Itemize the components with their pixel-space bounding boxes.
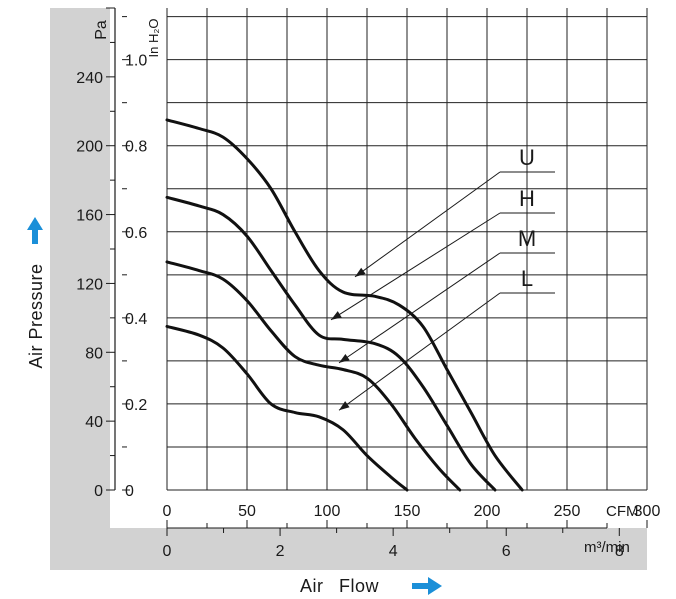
cfm-tick-label: 250 [554, 503, 581, 520]
leader-line [354, 171, 501, 278]
inh2o-unit-label: In H₂O [146, 19, 161, 58]
curve-h [165, 195, 497, 492]
m3-tick-label: 6 [502, 543, 511, 560]
cfm-tick-label: 50 [238, 503, 256, 520]
cfm-tick-label: 0 [163, 503, 172, 520]
curve-label-m: M [518, 226, 536, 251]
curve-label-u: U [519, 145, 535, 170]
pa-tick-label: 0 [94, 483, 103, 500]
m3-tick-label: 0 [163, 543, 172, 560]
plot-area [110, 8, 647, 495]
curve-m [165, 260, 462, 492]
leader-line [330, 212, 501, 321]
cfm-tick-label: 100 [314, 503, 341, 520]
leader-arrowhead [339, 353, 350, 363]
curve-label-l: L [521, 266, 533, 291]
pa-tick-label: 40 [85, 414, 103, 431]
leader-line [338, 292, 501, 411]
m3-tick-label: 4 [389, 543, 398, 560]
pa-unit-label: Pa [93, 20, 110, 40]
pa-tick-label: 120 [76, 276, 103, 293]
m3-unit-label: m³/min [584, 539, 630, 556]
leader-line [338, 252, 501, 364]
inh2o-tick-label: 1.0 [125, 53, 147, 70]
pa-tick-label: 160 [76, 208, 103, 225]
pa-tick-label: 240 [76, 70, 103, 87]
inh2o-tick-label: 0.4 [125, 311, 147, 328]
inh2o-tick-label: 0.2 [125, 397, 147, 414]
cfm-tick-label: 300 [634, 503, 661, 520]
m3-scale-band [110, 528, 647, 570]
x-axis-arrow-icon [412, 577, 442, 595]
curve-label-h: H [519, 186, 535, 211]
y-axis-title: Air Pressure [26, 263, 46, 368]
leader-arrowhead [355, 267, 366, 277]
bottom-area [0, 570, 676, 599]
cfm-tick-label: 200 [474, 503, 501, 520]
pa-tick-label: 200 [76, 139, 103, 156]
x-axis-title: Air Flow [300, 576, 380, 596]
m3-tick-label: 2 [276, 543, 285, 560]
inh2o-tick-label: 0.8 [125, 139, 147, 156]
inh2o-tick-label: 0 [125, 483, 134, 500]
leader-arrowhead [331, 311, 342, 320]
curve-u [165, 118, 524, 492]
m3-tick-label: 8 [615, 543, 624, 560]
inh2o-tick-label: 0.6 [125, 225, 147, 242]
y-axis-arrow-icon [27, 217, 43, 244]
cfm-scale-band [110, 495, 647, 528]
curve-l [165, 324, 409, 492]
leader-arrowhead [339, 401, 350, 411]
grid [166, 8, 648, 491]
cfm-tick-label: 150 [394, 503, 421, 520]
cfm-unit-label: CFM [606, 503, 639, 520]
curves [165, 118, 524, 492]
pa-tick-label: 80 [85, 345, 103, 362]
